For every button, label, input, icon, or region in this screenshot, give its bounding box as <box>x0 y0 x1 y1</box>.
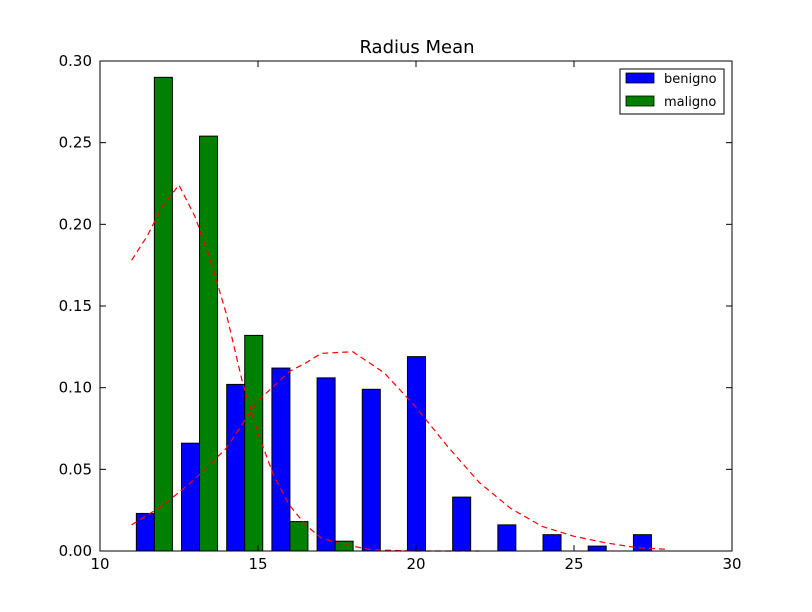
bar-benigno-3 <box>271 367 291 552</box>
y-tick-label: 0.30 <box>59 52 92 70</box>
y-tick-label: 0.20 <box>59 215 92 233</box>
bars-layer <box>135 76 652 552</box>
bar-benigno-10 <box>587 545 607 552</box>
bar-benigno-2 <box>226 383 246 552</box>
x-tick-label: 15 <box>248 555 267 573</box>
bar-benigno-9 <box>542 534 562 552</box>
bar-benigno-4 <box>316 377 336 552</box>
legend-swatch-benigno <box>625 72 655 84</box>
y-tick-label: 0.15 <box>59 297 92 315</box>
x-tick-label: 10 <box>90 555 109 573</box>
y-tick-label: 0.25 <box>59 134 92 152</box>
y-tick-label: 0.05 <box>59 460 92 478</box>
legend-label-maligno: maligno <box>664 95 716 110</box>
curves-layer <box>131 184 669 552</box>
bar-benigno-1 <box>181 442 201 552</box>
chart-title: Radius Mean <box>359 37 474 58</box>
bar-benigno-7 <box>452 496 472 552</box>
ticks-layer: 10 15 20 25 30 0.00 0.05 0.10 0.15 0.20 0.25 0.30 <box>59 52 742 573</box>
x-tick-label: 20 <box>406 555 425 573</box>
x-tick-label: 25 <box>564 555 583 573</box>
y-tick-label: 0.00 <box>59 542 92 560</box>
density-curve-1 <box>131 351 669 550</box>
bar-maligno-3 <box>289 521 309 552</box>
bar-benigno-5 <box>361 388 381 552</box>
bar-maligno-1 <box>199 135 219 552</box>
legend-swatch-maligno <box>625 95 655 107</box>
legend: benigno maligno <box>619 68 725 115</box>
y-tick-label: 0.10 <box>59 379 92 397</box>
bar-benigno-8 <box>497 524 517 552</box>
bar-benigno-0 <box>135 512 155 552</box>
bar-maligno-0 <box>153 76 173 552</box>
density-curve-0 <box>131 184 480 552</box>
bar-benigno-6 <box>406 356 426 552</box>
legend-label-benigno: benigno <box>664 72 717 87</box>
x-tick-label: 30 <box>722 555 741 573</box>
bar-maligno-2 <box>244 334 264 552</box>
